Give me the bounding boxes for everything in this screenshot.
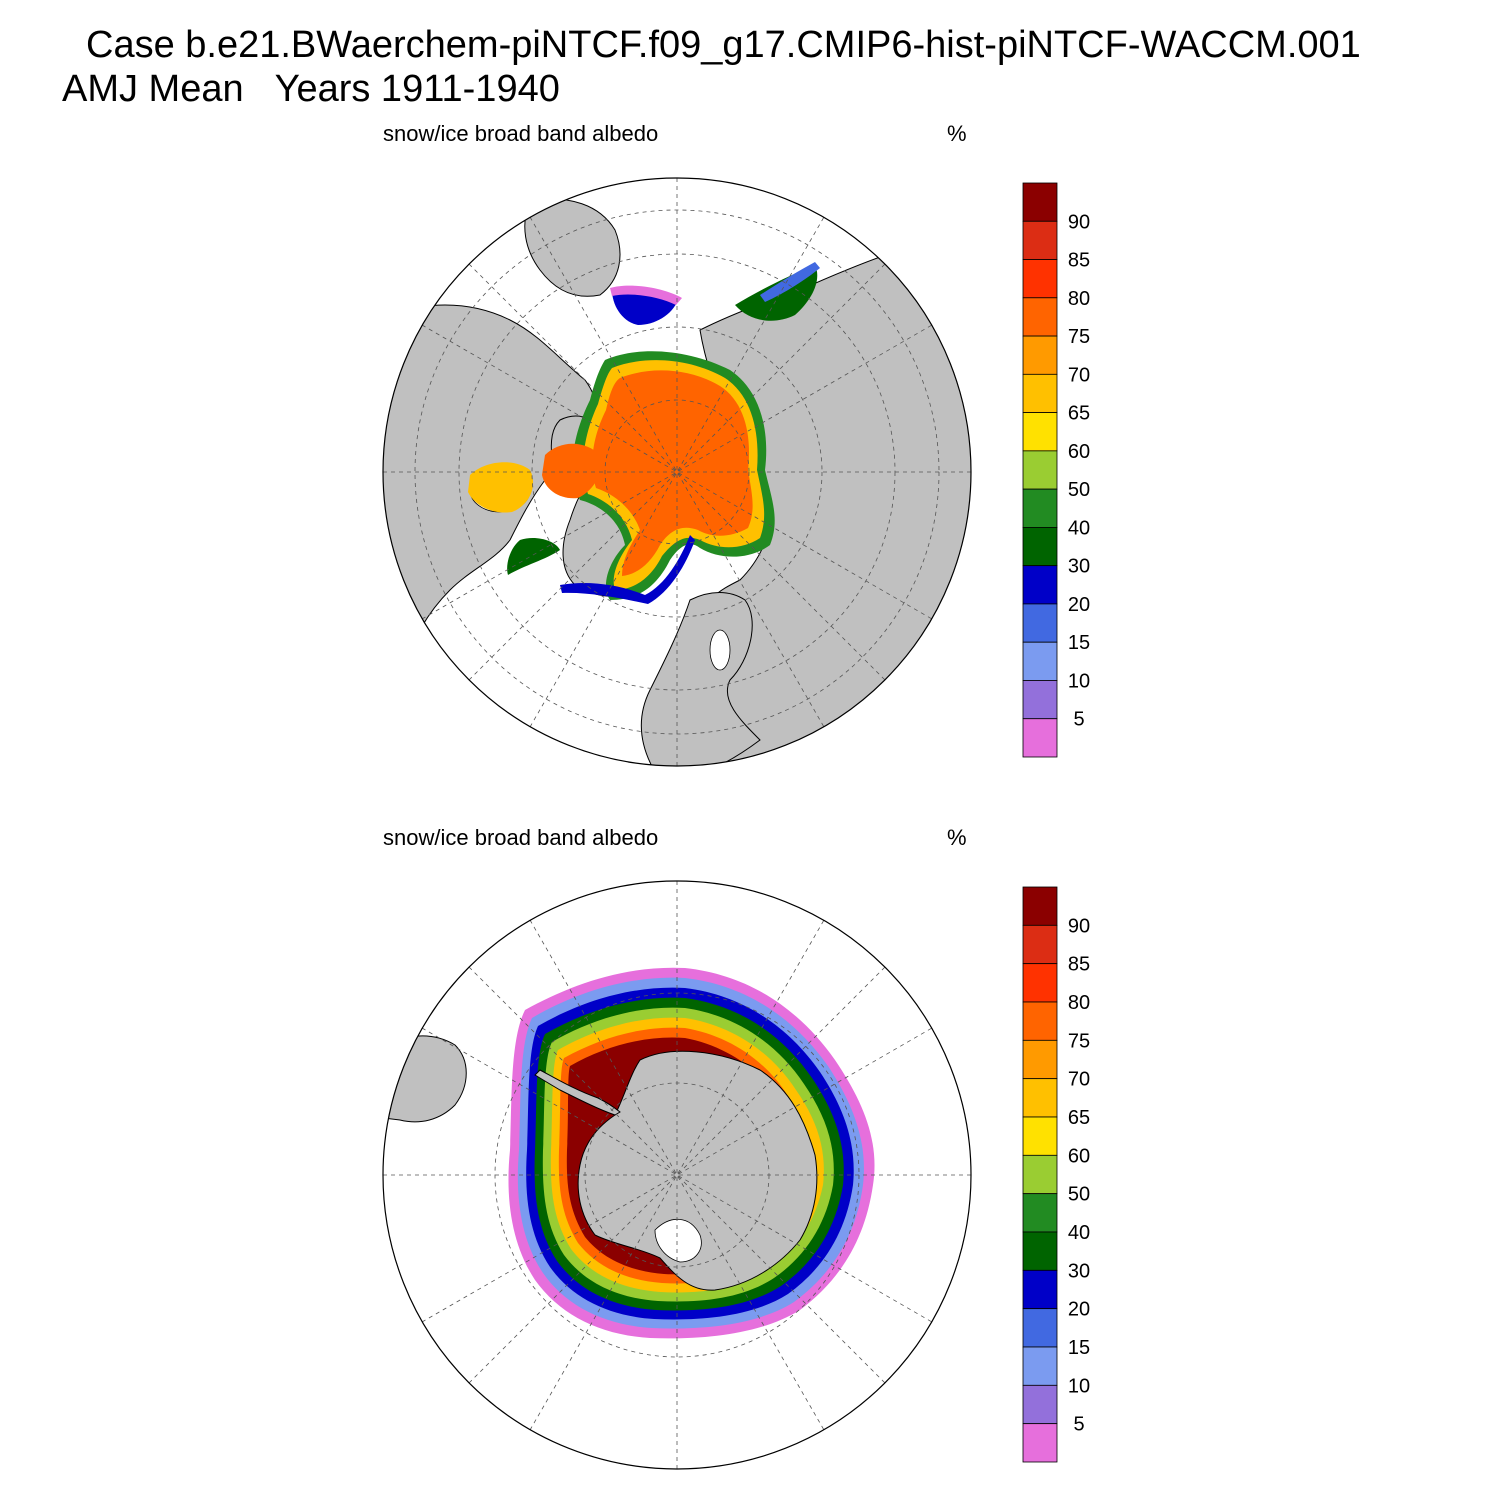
north-colorbar-tick-label: 5 bbox=[1073, 709, 1084, 731]
south-colorbar-tick-label: 85 bbox=[1068, 954, 1090, 976]
south-colorbar-swatch bbox=[1022, 1346, 1058, 1386]
north-ice-band-75 bbox=[592, 370, 753, 576]
south-colorbar-swatch bbox=[1022, 1308, 1058, 1348]
north-polar-map bbox=[382, 177, 972, 767]
south-colorbar-swatch bbox=[1022, 1001, 1058, 1041]
north-colorbar-tick-label: 60 bbox=[1068, 441, 1090, 463]
south-colorbar-tick-label: 70 bbox=[1068, 1069, 1090, 1091]
south-colorbar-tick-label: 50 bbox=[1068, 1184, 1090, 1206]
north-colorbar-tick-label: 90 bbox=[1068, 211, 1090, 233]
south-panel-title: snow/ice broad band albedo bbox=[383, 825, 659, 850]
north-colorbar-tick-label: 10 bbox=[1068, 670, 1090, 692]
north-colorbar-tick-label: 20 bbox=[1068, 594, 1090, 616]
north-colorbar-tick-label: 70 bbox=[1068, 364, 1090, 386]
south-colorbar-tick-label: 80 bbox=[1068, 992, 1090, 1014]
north-colorbar: 90 85 80 75 70 65 60 50 40 30 20 15 10 5 bbox=[1022, 182, 1090, 758]
south-colorbar-swatch bbox=[1022, 1116, 1058, 1156]
north-colorbar-swatch bbox=[1022, 527, 1058, 567]
north-colorbar-swatch bbox=[1022, 335, 1058, 375]
north-colorbar-swatch bbox=[1022, 259, 1058, 299]
south-colorbar-swatch bbox=[1022, 1039, 1058, 1080]
north-graticule bbox=[383, 178, 971, 766]
south-colorbar-tick-label: 65 bbox=[1068, 1107, 1090, 1129]
north-colorbar-tick-label: 75 bbox=[1068, 326, 1090, 348]
north-colorbar-swatch bbox=[1022, 412, 1058, 452]
south-colorbar: 90 85 80 75 70 65 60 50 40 30 20 15 10 5 bbox=[1022, 886, 1090, 1463]
north-baltic bbox=[709, 629, 731, 671]
south-colorbar-swatch bbox=[1022, 1384, 1058, 1425]
north-colorbar-swatch bbox=[1022, 641, 1058, 681]
south-colorbar-swatch bbox=[1022, 1231, 1058, 1271]
north-colorbar-swatch bbox=[1022, 488, 1058, 528]
south-colorbar-swatch bbox=[1022, 1154, 1058, 1195]
north-ice-bering-fringe bbox=[610, 285, 682, 305]
south-polar-map bbox=[382, 880, 972, 1470]
south-colorbar-swatch bbox=[1022, 1193, 1058, 1233]
south-land-antarctica bbox=[577, 1050, 818, 1291]
north-ice-hudson bbox=[468, 462, 534, 513]
north-land-alaska bbox=[524, 198, 621, 297]
north-colorbar-tick-label: 40 bbox=[1068, 517, 1090, 539]
north-land-europe bbox=[640, 592, 761, 766]
south-colorbar-tick-label: 15 bbox=[1068, 1337, 1090, 1359]
figure-title-case: Case b.e21.BWaerchem-piNTCF.f09_g17.CMIP… bbox=[86, 24, 1361, 66]
south-ross-shelf bbox=[654, 1218, 702, 1263]
south-colorbar-tick-label: 5 bbox=[1073, 1414, 1084, 1436]
south-graticule bbox=[383, 881, 971, 1469]
north-panel-title: snow/ice broad band albedo bbox=[383, 121, 659, 146]
north-colorbar-tick-label: 65 bbox=[1068, 403, 1090, 425]
south-colorbar-swatch bbox=[1022, 1078, 1058, 1118]
north-colorbar-swatch bbox=[1022, 565, 1058, 605]
north-colorbar-swatch bbox=[1022, 603, 1058, 643]
north-colorbar-tick-label: 15 bbox=[1068, 632, 1090, 654]
south-colorbar-tick-label: 90 bbox=[1068, 915, 1090, 937]
south-colorbar-swatch bbox=[1022, 1269, 1058, 1310]
north-colorbar-tick-label: 50 bbox=[1068, 479, 1090, 501]
north-ice-archipelago bbox=[542, 443, 602, 499]
north-colorbar-tick-label: 30 bbox=[1068, 556, 1090, 578]
south-colorbar-swatch bbox=[1022, 924, 1058, 965]
north-ice-baffin-edge bbox=[507, 538, 560, 575]
north-colorbar-swatch bbox=[1022, 297, 1058, 337]
south-colorbar-tick-label: 60 bbox=[1068, 1145, 1090, 1167]
north-colorbar-swatch bbox=[1022, 718, 1058, 758]
north-ice-atlantic-edge bbox=[560, 535, 695, 604]
south-land bbox=[383, 1035, 818, 1291]
south-colorbar-swatch bbox=[1022, 886, 1058, 926]
south-colorbar-swatch bbox=[1022, 1423, 1058, 1463]
figure-title-period: AMJ Mean Years 1911-1940 bbox=[62, 68, 560, 110]
north-colorbar-tick-label: 85 bbox=[1068, 250, 1090, 272]
north-panel-units: % bbox=[947, 121, 967, 146]
north-map-border bbox=[382, 177, 972, 767]
north-colorbar-swatch bbox=[1022, 450, 1058, 490]
south-colorbar-tick-label: 20 bbox=[1068, 1299, 1090, 1321]
north-colorbar-swatch bbox=[1022, 220, 1058, 260]
south-colorbar-tick-label: 30 bbox=[1068, 1260, 1090, 1282]
north-colorbar-swatch bbox=[1022, 680, 1058, 720]
south-colorbar-swatch bbox=[1022, 963, 1058, 1003]
south-land-peninsula bbox=[534, 1069, 621, 1116]
north-colorbar-swatch bbox=[1022, 182, 1058, 222]
south-map-border bbox=[382, 880, 972, 1470]
north-colorbar-swatch bbox=[1022, 373, 1058, 413]
south-colorbar-tick-label: 10 bbox=[1068, 1375, 1090, 1397]
south-colorbar-tick-label: 75 bbox=[1068, 1030, 1090, 1052]
south-panel-units: % bbox=[947, 825, 967, 850]
north-colorbar-tick-label: 80 bbox=[1068, 288, 1090, 310]
north-ice-okhotsk-blue bbox=[760, 262, 820, 302]
south-colorbar-tick-label: 40 bbox=[1068, 1222, 1090, 1244]
